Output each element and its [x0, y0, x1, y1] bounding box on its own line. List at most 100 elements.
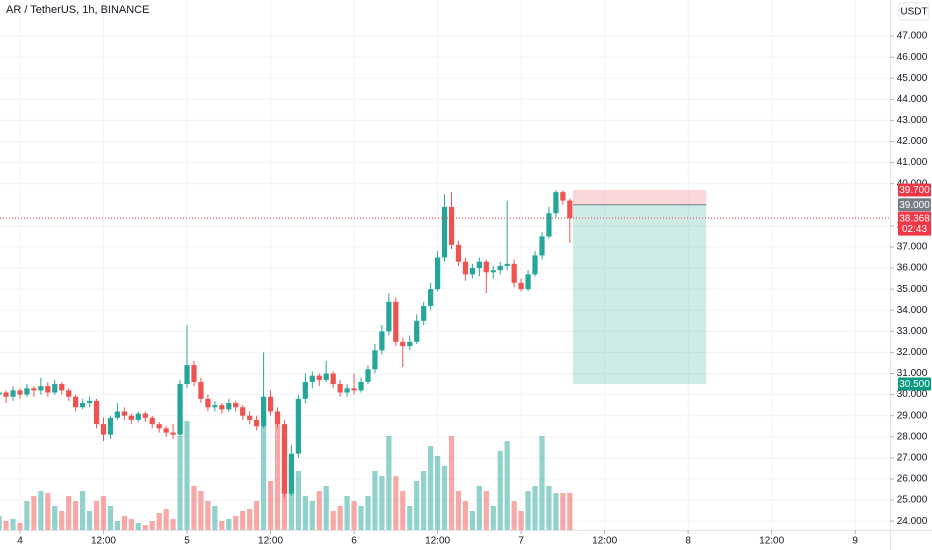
volume-bar: [45, 493, 51, 531]
volume-bar: [441, 466, 448, 531]
volume-bar: [434, 456, 441, 531]
candle-body: [414, 320, 420, 342]
y-tick-label: 31.000: [897, 368, 928, 379]
volume-bar: [476, 486, 482, 531]
candle-body: [59, 384, 65, 391]
candle-body: [10, 390, 16, 397]
volume-bar: [351, 501, 357, 531]
candle-body: [560, 192, 566, 201]
chart-title: AR / TetherUS, 1h, BINANCE: [6, 4, 149, 16]
candle-body: [518, 282, 524, 290]
volume-bar: [59, 511, 65, 531]
volume-bar: [219, 521, 225, 531]
volume-bar: [212, 506, 218, 531]
volume-bar: [191, 486, 197, 531]
candle-body: [31, 388, 37, 391]
x-tick-label: 12:00: [258, 536, 283, 547]
candle-body: [135, 413, 141, 420]
y-tick-label: 26.000: [897, 474, 928, 485]
candle-body: [198, 381, 204, 399]
candle-body: [38, 386, 44, 391]
candle-body: [490, 270, 496, 273]
volume-bar: [254, 501, 260, 531]
y-tick-label: 47.000: [897, 31, 928, 42]
candle-body: [532, 255, 538, 275]
candle-body: [163, 428, 169, 433]
volume-bar: [546, 486, 552, 531]
volume-bar: [372, 471, 378, 531]
volume-bar: [483, 491, 489, 531]
candle-body: [17, 390, 23, 395]
candle-body: [441, 206, 448, 258]
candle-body: [400, 341, 406, 347]
candle-body: [567, 200, 573, 219]
candle-body: [233, 403, 239, 408]
volume-bar: [10, 519, 16, 531]
y-tick-label: 45.000: [897, 73, 928, 84]
candle-body: [421, 306, 427, 321]
candle-body: [337, 384, 343, 393]
candle-body: [476, 261, 482, 269]
candle-body: [177, 384, 183, 435]
candle-body: [93, 400, 100, 425]
volume-bar: [365, 496, 371, 531]
volume-bar: [386, 436, 392, 531]
candle-body: [525, 274, 531, 290]
volume-bar: [330, 511, 336, 531]
target-zone: [572, 204, 707, 385]
volume-bar: [149, 521, 155, 531]
volume-bar: [156, 513, 162, 531]
candle-body: [107, 417, 114, 435]
candle-body: [128, 415, 134, 420]
entry-tag: [898, 198, 931, 212]
x-tick-label: 9: [852, 536, 858, 547]
last-price-tag: [898, 211, 931, 236]
volume-bar: [163, 509, 169, 531]
volume-bar: [316, 491, 322, 531]
position-tool: [572, 190, 707, 385]
candle-body: [372, 350, 378, 370]
currency-label[interactable]: USDT: [900, 7, 927, 18]
candle-body: [462, 261, 469, 275]
volume-bar: [17, 523, 23, 531]
x-tick-label: 12:00: [592, 536, 617, 547]
volume-bar: [532, 486, 538, 531]
volume-bar: [455, 491, 462, 531]
volume-bar: [135, 523, 141, 531]
volume-bar: [553, 493, 559, 531]
candle-body: [330, 373, 336, 385]
candle-body: [407, 341, 413, 347]
volume-bar: [73, 501, 79, 531]
candle-body: [428, 289, 434, 307]
volume-bar: [93, 501, 100, 531]
entry-label: 39.000: [899, 200, 930, 211]
currency-button[interactable]: [898, 2, 930, 21]
volume-bar: [31, 496, 37, 531]
volume-bar: [274, 416, 281, 531]
x-tick-label: 5: [184, 536, 190, 547]
target-label: 30.500: [899, 379, 930, 390]
volume-bar: [539, 436, 545, 531]
y-tick-label: 42.000: [897, 136, 928, 147]
candle-body: [316, 375, 322, 380]
candle-body: [191, 365, 197, 382]
volume-bar: [247, 509, 253, 531]
y-tick-label: 28.000: [897, 431, 928, 442]
candle-body: [295, 398, 301, 454]
volume-bar: [128, 519, 134, 531]
candle-body: [73, 396, 79, 408]
volume-bar: [525, 491, 531, 531]
y-tick-label: 30.000: [897, 389, 928, 400]
volume-bar: [267, 481, 274, 531]
volume-bar: [240, 511, 246, 531]
candle-body: [226, 403, 232, 410]
candle-body: [511, 263, 517, 283]
candle-body: [434, 257, 441, 290]
volume-bar: [184, 421, 190, 531]
y-tick-label: 25.000: [897, 495, 928, 506]
y-tick-label: 44.000: [897, 94, 928, 105]
volume-bar: [177, 436, 183, 531]
candle-body: [114, 411, 121, 418]
x-tick-label: 8: [685, 536, 691, 547]
